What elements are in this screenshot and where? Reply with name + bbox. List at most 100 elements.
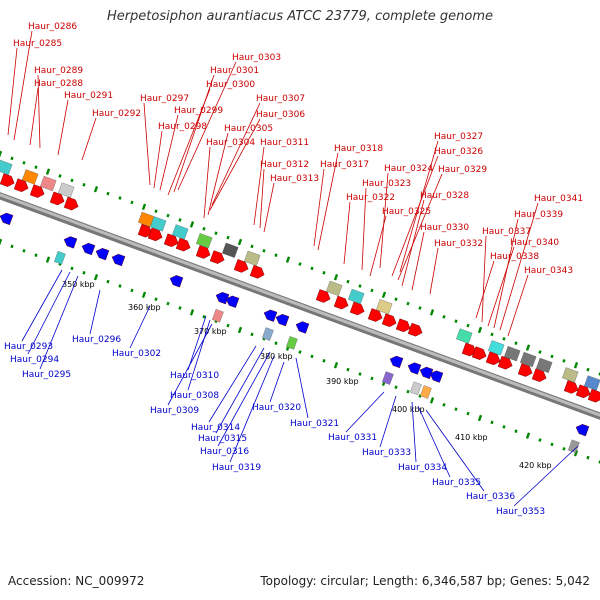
- scale-label: 360 kbp: [128, 303, 161, 312]
- feature-box: [488, 340, 505, 356]
- tick-mark-upper: [429, 309, 435, 316]
- reverse-label-leader: [187, 319, 211, 391]
- tick-mark-upper: [586, 367, 590, 372]
- reverse-label-leader: [513, 445, 579, 507]
- tick-mark-lower: [106, 279, 110, 284]
- tick-mark-upper: [274, 253, 278, 258]
- forward-gene-label: Haur_0305: [224, 124, 273, 134]
- scale-label: 370 kbp: [194, 327, 227, 336]
- forward-label-leader: [369, 215, 387, 277]
- feature-box: [376, 299, 393, 315]
- forward-label-leader: [397, 173, 443, 281]
- scale-label: 380 kbp: [260, 352, 293, 361]
- forward-label-leader: [493, 218, 519, 329]
- reverse-gene-arrow: [169, 275, 184, 288]
- reverse-gene-label: Haur_0319: [212, 463, 261, 473]
- forward-gene-arrow: [587, 388, 600, 403]
- tick-mark-upper: [250, 244, 254, 249]
- forward-gene-label: Haur_0298: [158, 122, 207, 132]
- forward-gene-arrow: [13, 178, 29, 192]
- tick-mark-lower: [370, 376, 374, 381]
- forward-gene-label: Haur_0304: [206, 138, 255, 148]
- tick-mark-lower: [525, 432, 531, 439]
- forward-label-leader: [487, 246, 515, 327]
- forward-gene-arrow: [29, 184, 45, 198]
- reverse-gene-label: Haur_0316: [200, 447, 249, 457]
- forward-label-leader: [13, 30, 33, 141]
- tick-mark-lower: [82, 270, 86, 275]
- forward-gene-label: Haur_0329: [438, 165, 487, 175]
- tick-mark-upper: [477, 326, 483, 334]
- tick-mark-upper: [82, 182, 86, 187]
- forward-gene-arrow: [381, 313, 397, 327]
- tick-mark-lower: [118, 284, 122, 288]
- reverse-gene-label: Haur_0320: [252, 403, 301, 413]
- feature-box: [504, 346, 521, 362]
- tick-mark-lower: [178, 306, 182, 310]
- forward-gene-arrow: [575, 384, 591, 399]
- reverse-gene-arrow: [419, 366, 434, 380]
- tick-mark-upper: [130, 200, 134, 205]
- feature-box: [348, 288, 365, 305]
- tick-mark-lower: [514, 429, 518, 434]
- forward-label-leader: [343, 201, 351, 265]
- forward-gene-arrow: [471, 346, 487, 360]
- tick-mark-upper: [442, 314, 446, 319]
- tick-mark-upper: [34, 165, 38, 170]
- reverse-gene-arrow: [389, 355, 404, 369]
- forward-gene-arrow: [531, 368, 547, 382]
- tick-mark-lower: [70, 266, 74, 271]
- tick-mark-upper: [0, 150, 3, 158]
- forward-gene-label: Haur_0322: [346, 193, 395, 203]
- feature-box-lower: [420, 385, 432, 399]
- tick-mark-upper: [370, 288, 374, 293]
- scale-label: 410 kbp: [455, 433, 488, 442]
- forward-label-leader: [29, 87, 39, 146]
- reverse-gene-label: Haur_0333: [362, 448, 411, 458]
- tick-mark-lower: [429, 397, 435, 404]
- forward-gene-label: Haur_0301: [210, 66, 259, 76]
- tick-mark-upper: [490, 332, 494, 337]
- forward-gene-label: Haur_0341: [534, 194, 583, 204]
- forward-gene-label: Haur_0291: [64, 91, 113, 101]
- feature-box-lower: [410, 381, 422, 396]
- reverse-label-leader: [417, 405, 451, 478]
- tick-mark-upper: [189, 221, 195, 228]
- tick-mark-upper: [178, 218, 182, 222]
- forward-label-leader: [391, 155, 439, 277]
- reverse-gene-label: Haur_0353: [496, 507, 545, 517]
- forward-gene-label: Haur_0307: [256, 94, 305, 104]
- forward-gene-label: Haur_0338: [490, 252, 539, 262]
- tick-mark-lower: [189, 309, 195, 316]
- scale-label: 350 kbp: [62, 280, 95, 289]
- tick-mark-lower: [573, 449, 579, 457]
- reverse-label-leader: [411, 401, 417, 463]
- feature-box: [326, 280, 343, 296]
- feature-box-lower: [286, 336, 298, 350]
- forward-gene-arrow: [249, 264, 265, 279]
- tick-mark-lower: [502, 424, 506, 429]
- forward-label-leader: [411, 231, 425, 291]
- forward-label-leader: [37, 74, 41, 149]
- tick-mark-upper: [562, 358, 566, 363]
- forward-gene-arrow: [175, 237, 191, 252]
- forward-label-leader: [263, 182, 275, 233]
- forward-label-leader: [259, 168, 265, 229]
- tick-mark-lower: [477, 414, 483, 422]
- feature-box: [40, 175, 57, 192]
- forward-label-leader: [167, 88, 211, 196]
- feature-box: [222, 242, 239, 258]
- reverse-gene-arrow: [225, 295, 240, 308]
- tick-mark-lower: [298, 350, 302, 354]
- tick-mark-upper: [573, 361, 579, 369]
- forward-gene-arrow: [63, 196, 79, 211]
- forward-gene-label: Haur_0312: [260, 160, 309, 170]
- forward-gene-label: Haur_0306: [256, 110, 305, 120]
- tick-mark-lower: [0, 238, 3, 246]
- forward-gene-arrow: [49, 191, 65, 206]
- tick-mark-upper: [466, 323, 470, 328]
- feature-box: [520, 351, 537, 368]
- tick-mark-upper: [262, 248, 266, 253]
- tick-mark-lower: [550, 442, 554, 447]
